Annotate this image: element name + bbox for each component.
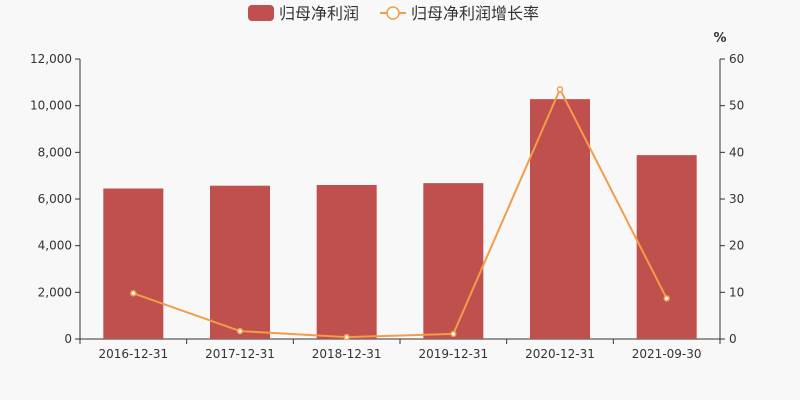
bar [636,155,697,339]
x-tick-label: 2020-12-31 [525,347,595,361]
growth-point [663,295,670,302]
bar [210,185,270,339]
x-tick-label: 2018-12-31 [312,347,382,361]
x-tick-label: 2017-12-31 [205,347,275,361]
left-y-tick-label: 2,000 [38,285,72,299]
left-y-tick-label: 4,000 [38,239,72,253]
bar [103,188,164,339]
axes: 0 2,000 4,000 6,000 8,000 10,000 12,000 0 10 20 30… [30,52,744,361]
right-y-tick-label: 20 [729,239,744,253]
x-tick-label: 2016-12-31 [98,347,168,361]
right-y-tick-label: 0 [729,332,737,346]
right-y-tick-label: 30 [729,192,744,206]
x-tick-label: 2021-09-30 [632,347,702,361]
growth-point [130,290,137,297]
left-y-tick-label: 6,000 [38,192,72,206]
legend-swatch-line-marker [386,6,400,20]
bar [530,99,590,339]
legend-swatch-bar [248,5,274,21]
growth-point [343,333,350,341]
right-axis-unit: % [713,31,726,46]
legend-label-bar: 归母净利润 [279,4,359,23]
growth-point [556,86,564,93]
left-y-tick-label: 8,000 [38,145,72,159]
legend: 归母净利润 归母净利润增长率 [248,4,539,23]
legend-label-line: 归母净利润增长率 [411,4,539,23]
left-y-tick-label: 12,000 [30,52,72,66]
bar-series [103,99,697,339]
right-y-tick-label: 50 [729,99,744,113]
right-y-tick-label: 40 [729,145,744,159]
left-y-tick-label: 0 [64,332,72,346]
x-tick-label: 2019-12-31 [418,347,488,361]
right-y-tick-label: 60 [729,52,744,66]
bar [316,185,377,339]
growth-line [132,86,668,339]
left-y-tick-label: 10,000 [30,99,72,113]
bar [423,183,484,339]
growth-point [450,330,457,338]
growth-point [236,327,244,335]
line-series [130,86,670,341]
right-y-tick-label: 10 [729,285,744,299]
